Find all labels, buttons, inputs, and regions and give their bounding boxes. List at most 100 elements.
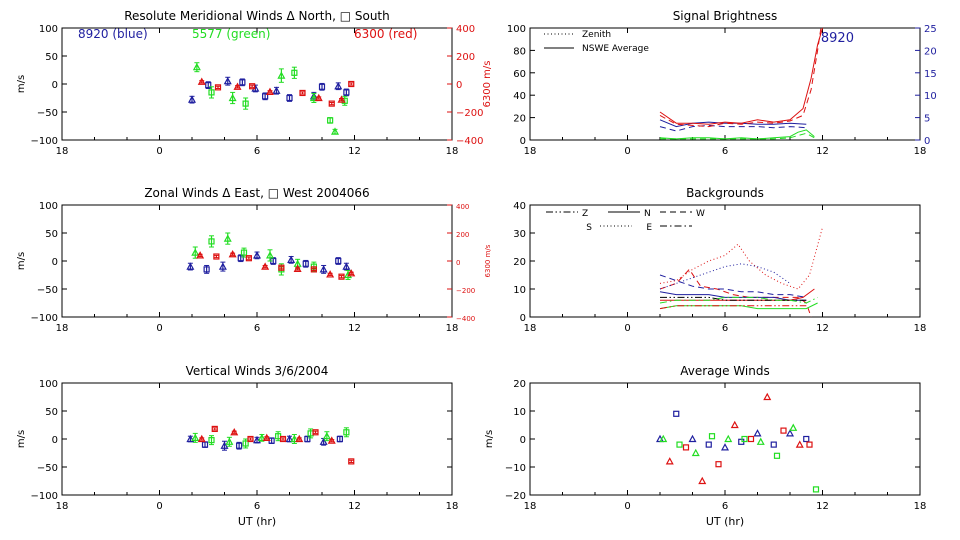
- data-point: [730, 420, 739, 429]
- data-point: [741, 435, 748, 443]
- data-point: [278, 264, 285, 271]
- right-y-tick-label: −200: [456, 108, 483, 119]
- data-point: [286, 94, 293, 102]
- y-tick-label: 0: [52, 257, 58, 268]
- data-point: [295, 434, 304, 443]
- data-point: [338, 273, 345, 280]
- right-y-tick-label: 0: [456, 259, 460, 267]
- data-point: [327, 117, 334, 124]
- y-tick-label: 0: [520, 313, 526, 324]
- y-tick-label: −50: [37, 108, 58, 119]
- legend-label: 6300 (red): [354, 27, 417, 41]
- data-point: [249, 83, 256, 90]
- data-point: [285, 434, 294, 443]
- data-point: [192, 62, 201, 71]
- data-point: [265, 87, 275, 95]
- data-point: [312, 429, 319, 436]
- panel-vertical: [61, 382, 453, 496]
- data-point: [335, 257, 342, 265]
- right-y-tick-label: 5: [924, 114, 930, 125]
- data-point: [803, 435, 810, 443]
- data-point: [208, 238, 215, 245]
- x-tick-label: 6: [722, 323, 728, 334]
- panel-meridional: [61, 27, 453, 141]
- y-tick-label: 80: [513, 46, 526, 57]
- x-tick-label: 18: [914, 501, 927, 512]
- data-point: [214, 84, 222, 91]
- data-point: [230, 428, 239, 436]
- y-tick-label: 100: [39, 379, 58, 390]
- y-axis-label: m/s: [16, 430, 27, 448]
- data-point: [211, 425, 218, 433]
- data-point: [225, 437, 234, 445]
- data-point: [186, 434, 195, 443]
- data-point: [328, 100, 335, 107]
- data-point: [348, 80, 355, 88]
- data-point: [708, 433, 716, 440]
- data-point: [322, 431, 331, 440]
- x-tick-label: 12: [348, 501, 361, 512]
- data-point: [223, 234, 232, 242]
- panel-zonal: [61, 204, 453, 318]
- series-line-red-z: [659, 305, 807, 310]
- right-y-tick-label: 200: [456, 52, 475, 63]
- data-point: [262, 93, 269, 100]
- right-y-tick-label: 15: [924, 69, 937, 80]
- data-point: [277, 71, 286, 79]
- data-point: [691, 448, 700, 457]
- data-point: [265, 251, 275, 259]
- x-tick-label: 6: [254, 323, 260, 334]
- legend-label: S: [586, 223, 592, 233]
- x-tick-label: 18: [914, 146, 927, 157]
- x-tick-label: 0: [156, 323, 162, 334]
- right-y-tick-label: 0: [924, 136, 930, 147]
- plot-frame: [61, 204, 453, 318]
- y-tick-label: 20: [513, 379, 526, 390]
- data-point: [252, 251, 262, 259]
- data-point: [287, 255, 296, 263]
- right-y-tick-label: 400: [456, 24, 475, 35]
- x-tick-label: 18: [446, 323, 459, 334]
- series-line-blue-s: [659, 263, 791, 290]
- right-y-axis-label: 6300 m/s: [482, 61, 493, 108]
- x-tick-label: 0: [624, 146, 630, 157]
- y-tick-label: 40: [513, 201, 526, 212]
- data-point: [233, 82, 242, 90]
- data-point: [698, 476, 707, 485]
- data-point: [319, 265, 328, 273]
- legend-label: 5577 (green): [192, 27, 270, 41]
- legend-label: Zenith: [582, 30, 611, 40]
- y-tick-label: 0: [520, 136, 526, 147]
- legend-label: 8920 (blue): [78, 27, 148, 41]
- data-point: [205, 82, 212, 89]
- data-point: [186, 262, 195, 270]
- series-line-blue-w: [659, 274, 807, 298]
- data-point: [208, 89, 215, 96]
- y-tick-label: 0: [52, 80, 58, 91]
- data-point: [299, 89, 306, 97]
- x-axis-label: UT (hr): [706, 515, 744, 528]
- plot-frame: [61, 27, 453, 141]
- data-point: [334, 81, 343, 90]
- data-point: [228, 93, 237, 102]
- data-point: [262, 433, 271, 441]
- data-point: [239, 79, 246, 86]
- x-tick-label: 18: [524, 323, 537, 334]
- y-tick-label: 50: [45, 52, 58, 63]
- chart-title: Backgrounds: [686, 186, 764, 200]
- data-point: [705, 441, 712, 448]
- data-point: [347, 269, 356, 277]
- y-tick-label: −50: [37, 463, 58, 474]
- chart-title: Zonal Winds Δ East, □ West 2004066: [144, 186, 369, 200]
- data-point: [293, 264, 302, 272]
- x-tick-label: 6: [254, 501, 260, 512]
- y-tick-label: 100: [39, 201, 58, 212]
- x-tick-label: 6: [722, 501, 728, 512]
- chart-title: Average Winds: [680, 364, 770, 378]
- x-tick-label: 6: [254, 146, 260, 157]
- data-layer: [659, 27, 823, 140]
- y-tick-label: −50: [37, 285, 58, 296]
- right-y-axis-label: 6300 m/s: [484, 244, 492, 277]
- x-tick-label: 12: [348, 146, 361, 157]
- right-y-tick-label: 0: [456, 80, 462, 91]
